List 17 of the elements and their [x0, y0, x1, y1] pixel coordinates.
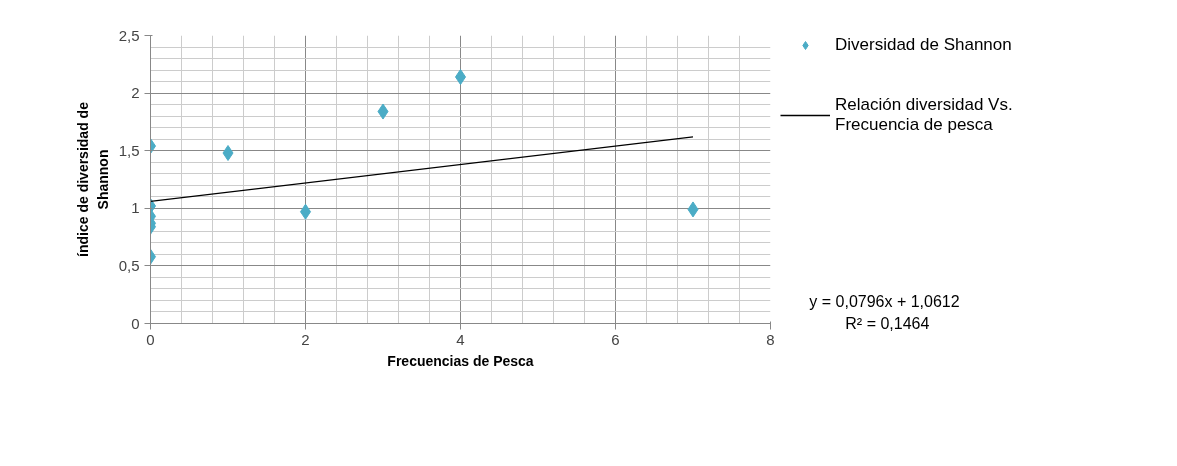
text: y = 0,0796x + 1,0612 [809, 293, 960, 311]
x-tick-label: 2 [301, 330, 310, 348]
x-tick-label: 0 [146, 330, 155, 348]
y-tick-label: 1,5 [118, 141, 140, 159]
text: R² = 0,1464 [845, 315, 930, 333]
y-tick-label: 0 [131, 314, 140, 332]
x-axis-title: Frecuencias de Pesca [387, 352, 534, 369]
y-tick-label: 1 [131, 199, 140, 217]
y-tick-label: 2 [131, 84, 140, 102]
legend-label: Diversidad de Shannon [835, 35, 1012, 55]
y-tick-label: 0,5 [118, 256, 140, 274]
x-tick-label: 8 [766, 330, 775, 348]
x-tick-label: 6 [611, 330, 620, 348]
y-axis-title: índice de diversidad de Shannon [75, 101, 111, 257]
y-tick-label: 2,5 [118, 26, 140, 44]
legend-label: Relación diversidad Vs. Frecuencia de pesca [835, 95, 1013, 135]
x-tick-label: 4 [456, 330, 465, 348]
